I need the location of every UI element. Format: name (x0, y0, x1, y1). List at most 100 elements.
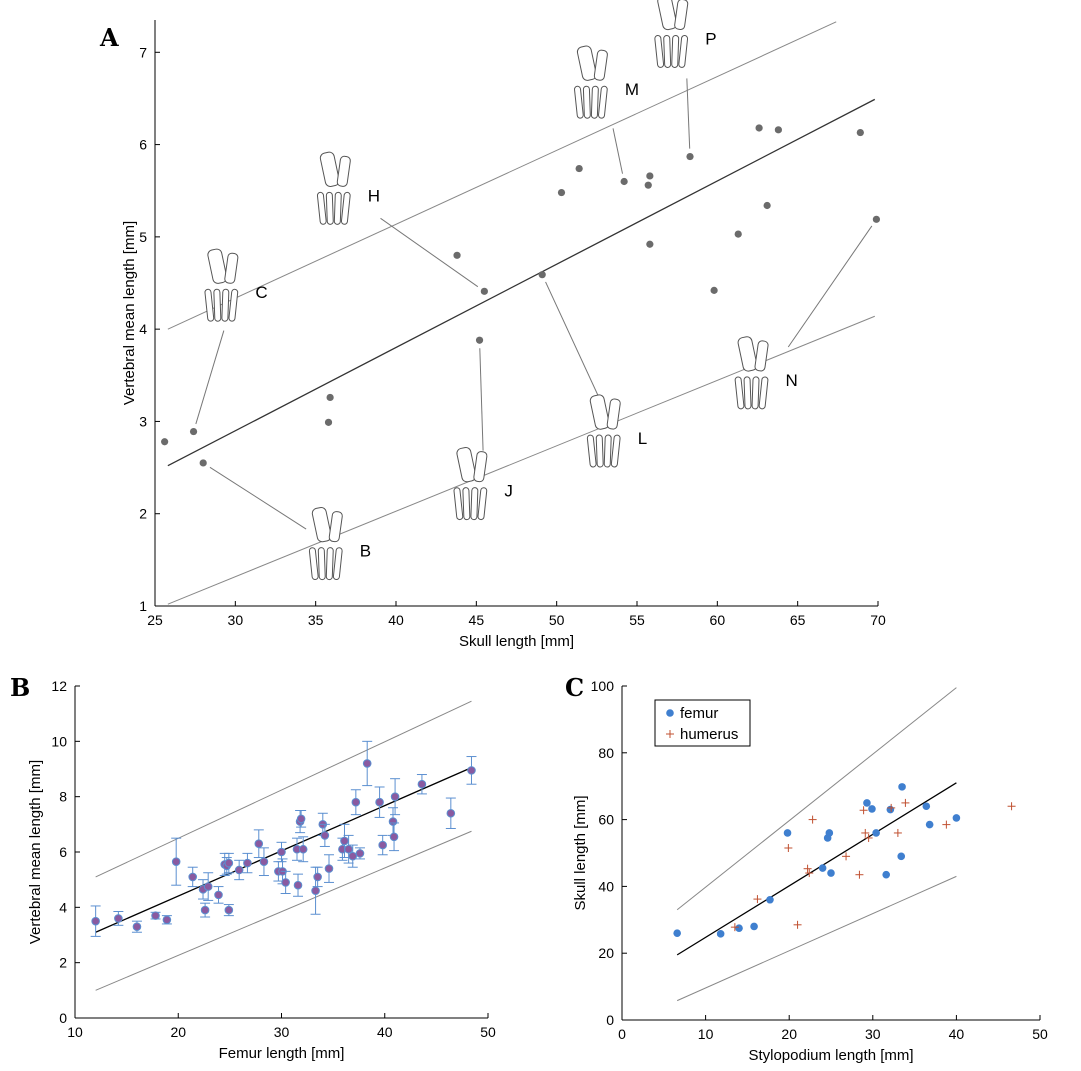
specimen-label: C (255, 283, 267, 302)
bone-digit (610, 434, 621, 468)
x-tick-label: 20 (170, 1024, 186, 1040)
bone-digit (325, 191, 334, 225)
bone-digit (603, 434, 612, 468)
data-point (446, 808, 456, 818)
humerus-point (784, 843, 793, 852)
x-tick-label: 30 (228, 612, 244, 628)
humerus-point (859, 806, 868, 815)
humerus-point (805, 869, 814, 878)
specimen-sketch (734, 336, 769, 410)
x-tick-label: 50 (1032, 1026, 1048, 1042)
x-axis-label: Skull length [mm] (459, 633, 574, 650)
chart-b: 10 20 30 40 50 0 2 4 6 8 10 12 Femur length [mm] Vert… (27, 678, 496, 1062)
x-tick-label: 35 (308, 612, 324, 628)
data-point (378, 840, 387, 850)
data-point (311, 886, 320, 896)
legend: femur humerus (654, 699, 751, 747)
x-tick-label: 40 (388, 612, 404, 628)
y-tick-label: 5 (139, 229, 147, 245)
bone-digit (462, 487, 471, 521)
femur-point (882, 870, 890, 879)
data-point (340, 836, 349, 846)
data-point (277, 847, 286, 857)
femur-point (818, 864, 827, 872)
specimen-leader (380, 217, 479, 288)
bone-zeugopod (754, 340, 769, 372)
bone-digit (333, 191, 342, 225)
data-point (710, 286, 718, 294)
bone-digit (228, 288, 239, 322)
specimen-label: H (368, 186, 380, 205)
bone-digit (221, 288, 230, 322)
data-point (320, 831, 330, 840)
femur-point (897, 852, 906, 861)
data-point (254, 839, 264, 849)
data-point (189, 427, 198, 436)
data-point (259, 857, 269, 866)
y-tick-label: 40 (598, 878, 614, 894)
bone-zeugopod (473, 451, 488, 483)
data-point (763, 201, 771, 210)
x-tick-label: 20 (781, 1026, 797, 1042)
upper-line (95, 700, 472, 878)
y-tick-label: 8 (59, 789, 67, 805)
humerus-point (855, 870, 864, 879)
bone-digit (654, 35, 665, 68)
data-point (326, 393, 334, 402)
x-tick-label: 40 (377, 1024, 393, 1040)
bone-zeugopod (606, 398, 621, 430)
bone-digit (325, 547, 334, 581)
data-point (298, 844, 308, 854)
humerus-point (1007, 802, 1016, 811)
bone-digit (317, 547, 326, 581)
y-tick-label: 7 (139, 44, 147, 60)
bone-zeugopod (674, 0, 689, 30)
bone-digit (213, 288, 222, 322)
fit-line (676, 782, 957, 956)
data-point (293, 880, 303, 890)
panel-letter-b: B (10, 673, 30, 702)
bone-digit (453, 487, 464, 521)
bone-digit (678, 35, 689, 68)
specimen-leader (612, 128, 624, 174)
data-point (646, 172, 654, 180)
fit-line (167, 98, 876, 467)
data-point (344, 844, 353, 854)
bone-digit (743, 376, 752, 410)
data-point (389, 832, 399, 842)
x-axis-label: Femur length [mm] (219, 1045, 345, 1062)
data-point (388, 817, 398, 826)
x-tick-label: 10 (67, 1024, 83, 1040)
humerus-point (753, 895, 762, 904)
y-tick-label: 100 (591, 678, 615, 694)
bone-stylopod (456, 446, 477, 483)
data-point (774, 126, 782, 134)
data-point (872, 215, 880, 223)
bone-stylopod (589, 394, 610, 430)
specimen-sketch (204, 248, 239, 322)
x-tick-label: 30 (274, 1024, 290, 1040)
y-tick-label: 6 (59, 844, 67, 860)
bone-stylopod (311, 506, 332, 543)
bone-digit (308, 547, 319, 581)
data-point (114, 914, 123, 923)
femur-point (766, 895, 774, 904)
bone-digit (734, 376, 745, 410)
femur-point (925, 820, 934, 829)
humerus-point (808, 815, 817, 824)
y-tick-label: 2 (59, 955, 67, 971)
y-tick-label: 10 (51, 733, 67, 749)
data-point (224, 858, 234, 868)
data-point (296, 814, 306, 824)
specimen-leader (209, 466, 307, 530)
upper-line (167, 21, 837, 330)
y-tick-label: 2 (139, 506, 147, 522)
data-point (644, 181, 652, 189)
panel-letter-a: A (99, 23, 119, 52)
femur-point (825, 829, 834, 837)
bone-zeugopod (593, 49, 608, 81)
femur-point (827, 869, 835, 877)
bone-digit (574, 85, 584, 119)
data-point (161, 438, 169, 446)
